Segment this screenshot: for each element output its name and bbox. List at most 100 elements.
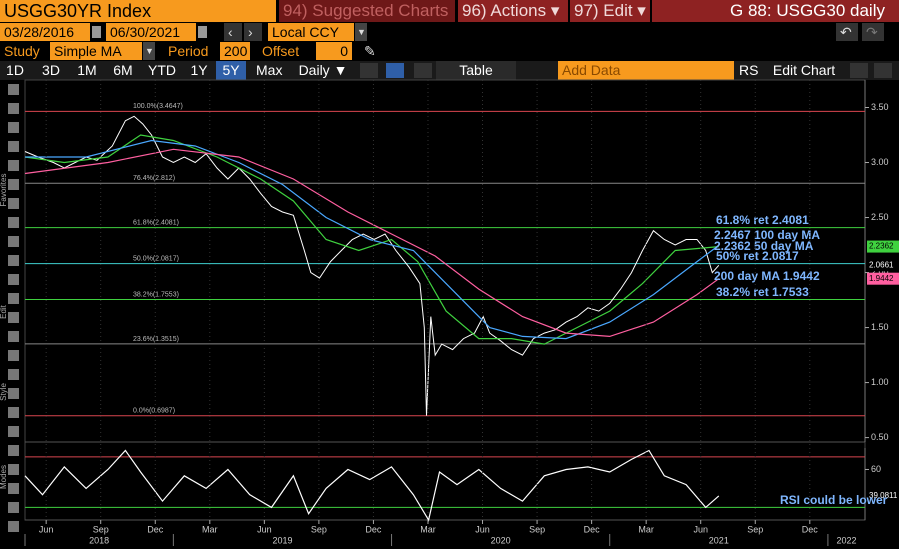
- year-label: 2021: [709, 535, 729, 545]
- edit-menu[interactable]: 97) Edit ▾: [570, 0, 650, 22]
- study-dropdown[interactable]: ▼: [143, 42, 155, 60]
- level-label: 38.2%(1.7553): [133, 291, 179, 298]
- actions-menu[interactable]: 96) Actions ▾: [458, 0, 568, 22]
- year-label: 2018: [89, 535, 109, 545]
- sidebar-icon[interactable]: [8, 426, 19, 437]
- sidebar-icon[interactable]: [8, 502, 19, 513]
- toolbar-button[interactable]: 5Y: [216, 61, 246, 80]
- sidebar-icon[interactable]: [8, 312, 19, 323]
- calendar-icon[interactable]: [198, 26, 207, 38]
- chart-id: G 88: USGG30 daily: [652, 0, 899, 22]
- sidebar-icon[interactable]: [8, 388, 19, 399]
- y-tick-label: 1.00: [871, 377, 889, 387]
- toolbar-button[interactable]: Daily ▼: [298, 62, 348, 78]
- series-line: [24, 449, 720, 522]
- start-date[interactable]: 03/28/2016: [0, 23, 90, 41]
- end-date[interactable]: 06/30/2021: [106, 23, 196, 41]
- toolbar-icon[interactable]: [360, 63, 378, 78]
- toolbar-button[interactable]: RSI: [739, 62, 759, 78]
- toolbar-icon[interactable]: [386, 63, 404, 78]
- annotation: 61.8% ret 2.4081: [716, 213, 809, 227]
- next-button[interactable]: ›: [244, 23, 262, 41]
- last-value-tag: [867, 489, 899, 502]
- toolbar-icon[interactable]: [850, 63, 868, 78]
- series-line: [24, 148, 720, 338]
- sidebar-icon[interactable]: [8, 407, 19, 418]
- last-value-tag: [867, 272, 899, 285]
- news-button[interactable]: News: [467, 82, 497, 94]
- track-button[interactable]: Track: [385, 82, 419, 94]
- sidebar-label: Modes: [0, 465, 8, 489]
- y-tick-label: 2.50: [871, 212, 889, 222]
- reset-button[interactable]: Reset: [498, 96, 529, 109]
- redo-button[interactable]: ↷: [862, 23, 884, 41]
- undo-button[interactable]: ↶: [836, 23, 858, 41]
- toolbar-button[interactable]: Add Data: [558, 61, 734, 80]
- pencil-icon[interactable]: ✎: [364, 43, 376, 59]
- toolbar-button[interactable]: Table: [436, 61, 516, 80]
- toolbar-button[interactable]: YTD: [148, 62, 176, 78]
- sidebar-label: Style: [0, 383, 8, 401]
- sidebar-icon[interactable]: [8, 350, 19, 361]
- sidebar-icon[interactable]: [8, 236, 19, 247]
- toolbar-button[interactable]: 1D: [6, 62, 24, 78]
- zoom-button[interactable]: Zoom: [499, 82, 529, 94]
- toolbar-button[interactable]: Max: [256, 62, 283, 78]
- currency[interactable]: Local CCY: [268, 23, 354, 41]
- sidebar-icon[interactable]: [8, 483, 19, 494]
- prev-button[interactable]: ‹: [224, 23, 242, 41]
- level-label: 100.0%(3.4647): [133, 103, 183, 110]
- sidebar-icon[interactable]: [8, 84, 19, 95]
- toolbar-icon[interactable]: [414, 63, 432, 78]
- sidebar-icon[interactable]: [8, 331, 19, 342]
- x-tick-label: Dec: [147, 524, 164, 534]
- toolbar-button[interactable]: Edit Chart: [772, 62, 836, 78]
- y-tick-label: 3.50: [871, 102, 889, 112]
- sidebar-icon[interactable]: [8, 122, 19, 133]
- year-label: 2019: [272, 535, 292, 545]
- sidebar-icon[interactable]: [8, 369, 19, 380]
- sidebar-icon[interactable]: [8, 464, 19, 475]
- sidebar-label: Favorites: [0, 174, 8, 207]
- sidebar-icon[interactable]: [8, 274, 19, 285]
- period-input[interactable]: 200: [220, 42, 250, 60]
- last-value-label: 1.9442: [869, 274, 894, 283]
- sidebar-icon[interactable]: [8, 141, 19, 152]
- sidebar-icon[interactable]: [8, 103, 19, 114]
- toolbar-button[interactable]: 3D: [42, 62, 60, 78]
- x-tick-label: Jun: [257, 524, 272, 534]
- toolbar-button[interactable]: 6M: [113, 62, 133, 78]
- level-label: 23.6%(1.3515): [133, 336, 179, 343]
- y-tick-label: 1.50: [871, 322, 889, 332]
- annotation: 38.2% ret 1.7533: [716, 285, 809, 299]
- sidebar-icon[interactable]: [8, 179, 19, 190]
- x-tick-label: Dec: [584, 524, 601, 534]
- sidebar-icon[interactable]: [8, 293, 19, 304]
- study-select[interactable]: Simple MA: [50, 42, 142, 60]
- sidebar-icon[interactable]: [8, 521, 19, 532]
- calendar-icon[interactable]: [92, 26, 101, 38]
- sidebar-icon[interactable]: [8, 255, 19, 266]
- x-tick-label: Sep: [93, 524, 109, 534]
- last-value-label: 2.2362: [869, 242, 894, 251]
- series-line: [25, 139, 720, 340]
- currency-dropdown[interactable]: ▼: [355, 23, 367, 41]
- study-label: Study: [4, 43, 40, 59]
- security-title[interactable]: USGG30YR Index: [0, 0, 276, 22]
- toolbar-button[interactable]: 1Y: [190, 62, 208, 78]
- sidebar-label: Edit: [0, 304, 8, 319]
- annotate-button[interactable]: Annotate: [421, 82, 465, 94]
- sidebar-icon[interactable]: [8, 217, 19, 228]
- toolbar-button[interactable]: 1M: [77, 62, 97, 78]
- suggested-charts[interactable]: 94) Suggested Charts: [279, 0, 455, 22]
- toolbar-icon[interactable]: [874, 63, 892, 78]
- level-label: 76.4%(2.812): [133, 175, 175, 182]
- sidebar-icon[interactable]: [8, 160, 19, 171]
- x-tick-label: Jun: [475, 524, 490, 534]
- sidebar-icon[interactable]: [8, 198, 19, 209]
- sidebar-icon[interactable]: [8, 445, 19, 456]
- y-tick-label: 2.00: [871, 267, 889, 277]
- x-tick-label: Dec: [365, 524, 382, 534]
- offset-input[interactable]: 0: [316, 42, 352, 60]
- series-line: [24, 115, 720, 416]
